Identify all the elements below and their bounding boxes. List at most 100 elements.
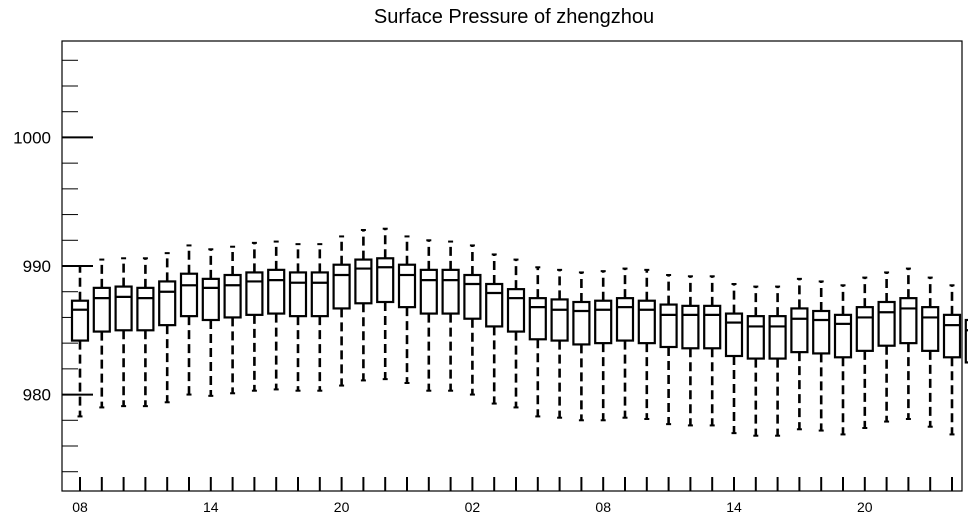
box-17 [441, 240, 460, 392]
box-body [310, 271, 329, 318]
y-axis: 980 990 1000 [13, 59, 93, 473]
box-24 [594, 270, 613, 422]
box-body [615, 297, 635, 342]
box-31 [746, 285, 765, 437]
box-body [158, 280, 177, 327]
box-body [70, 299, 90, 342]
box-35 [833, 284, 853, 436]
box-41 [964, 318, 968, 364]
box-14 [376, 227, 395, 381]
box-5 [179, 244, 199, 396]
box-8 [245, 241, 264, 392]
box-25 [615, 267, 635, 419]
x-tick-label: 14 [203, 499, 219, 515]
x-tick-label: 08 [595, 499, 611, 515]
box-2 [114, 257, 133, 408]
box-26 [637, 268, 656, 420]
y-tick-label: 1000 [13, 128, 51, 147]
box-body [354, 258, 373, 305]
box-body [92, 286, 111, 333]
box-23 [572, 271, 591, 422]
box-38 [899, 267, 918, 420]
box-19 [485, 253, 504, 405]
box-body [332, 263, 351, 310]
box-12 [332, 235, 351, 387]
x-tick-label: 14 [726, 499, 742, 515]
box-body [964, 318, 968, 364]
box-body [506, 288, 526, 333]
box-32 [768, 285, 787, 437]
box-body [223, 273, 242, 319]
box-11 [310, 243, 329, 392]
box-body [833, 313, 853, 359]
box-6 [201, 248, 220, 397]
box-body [681, 304, 700, 350]
box-34 [812, 280, 831, 432]
box-4 [158, 252, 177, 404]
box-body [594, 299, 613, 345]
y-tick-label: 980 [23, 386, 51, 405]
box-36 [855, 276, 874, 429]
box-1 [92, 258, 111, 409]
x-tick-label: 08 [72, 499, 88, 515]
box-body [419, 268, 438, 315]
box-37 [877, 271, 896, 423]
box-39 [921, 276, 940, 428]
box-body [637, 299, 656, 345]
box-body [921, 306, 940, 352]
box-9 [267, 240, 286, 391]
box-body [376, 257, 395, 304]
box-0 [70, 265, 90, 418]
box-3 [136, 257, 155, 408]
x-tick-label: 02 [465, 499, 481, 515]
box-40 [942, 284, 962, 436]
box-33 [790, 277, 809, 431]
box-body [288, 271, 308, 318]
box-body [724, 312, 744, 358]
box-21 [528, 266, 547, 418]
box-body [114, 285, 133, 332]
box-body [659, 303, 678, 349]
box-15 [397, 235, 417, 384]
box-body [899, 297, 918, 345]
box-body [703, 304, 722, 350]
box-body [441, 268, 460, 315]
box-20 [506, 258, 526, 409]
x-axis: 081420020814200208 [72, 477, 953, 515]
box-body [812, 309, 831, 355]
box-body [201, 277, 220, 322]
box-body [463, 273, 482, 320]
box-body [550, 298, 569, 342]
box-body [746, 315, 765, 360]
box-body [768, 315, 787, 360]
box-22 [550, 268, 569, 419]
box-body [528, 297, 547, 341]
box-28 [681, 275, 700, 427]
box-body [397, 263, 417, 309]
box-body [855, 306, 874, 352]
box-body [136, 286, 155, 332]
box-16 [419, 239, 438, 392]
chart-title: Surface Pressure of zhengzhou [374, 6, 654, 28]
box-7 [223, 245, 242, 395]
box-13 [354, 229, 373, 382]
box-body [572, 300, 591, 346]
box-29 [703, 275, 722, 427]
box-18 [463, 244, 482, 396]
box-30 [724, 283, 744, 435]
box-27 [659, 274, 678, 426]
x-tick-label: 20 [334, 499, 350, 515]
box-body [267, 268, 286, 315]
box-body [942, 313, 962, 359]
box-series [70, 227, 968, 437]
box-body [790, 307, 809, 354]
box-body [485, 282, 504, 328]
box-10 [288, 243, 308, 392]
x-tick-label: 20 [857, 499, 873, 515]
box-body [245, 271, 264, 316]
box-body [179, 272, 199, 318]
box-body [877, 300, 896, 347]
y-tick-label: 990 [23, 257, 51, 276]
